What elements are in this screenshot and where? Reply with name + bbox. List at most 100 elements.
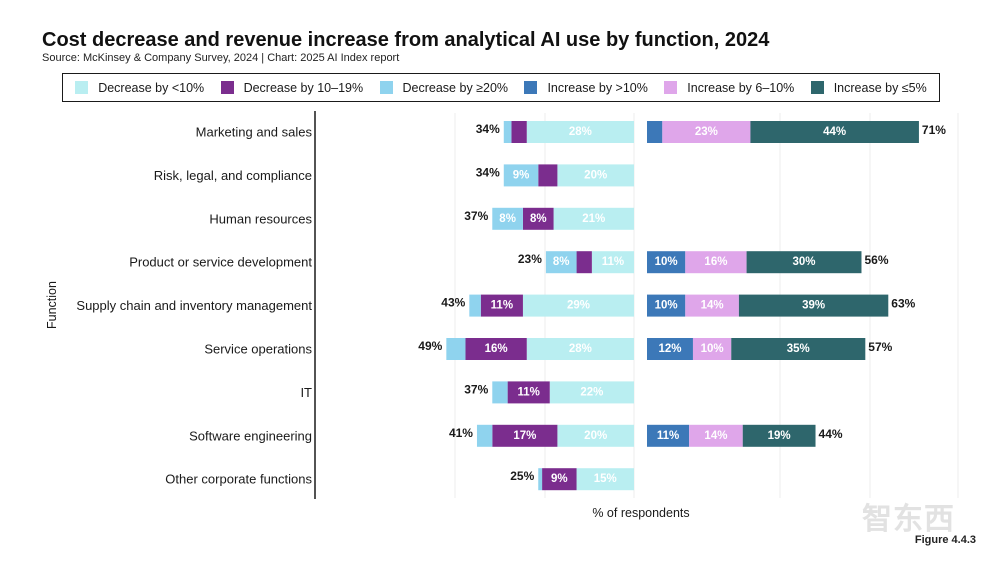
chart-title: Cost decrease and revenue increase from … bbox=[42, 29, 770, 51]
increase-bar-segment bbox=[647, 251, 686, 274]
legend-swatch bbox=[379, 81, 393, 94]
legend-item-decrease-10-19: Decrease by 10–19% bbox=[220, 80, 364, 95]
decrease-bar-segment bbox=[557, 164, 634, 187]
category-label: Other corporate functions bbox=[165, 472, 312, 487]
decrease-total-label: 34% bbox=[476, 122, 500, 136]
decrease-total-label: 41% bbox=[449, 426, 473, 440]
decrease-bar-segment bbox=[469, 294, 481, 317]
decrease-segment-label: 8% bbox=[553, 256, 570, 268]
decrease-segment-label: 11% bbox=[491, 300, 513, 312]
chart-source: Source: McKinsey & Company Survey, 2024 … bbox=[42, 52, 400, 64]
category-label: Human resources bbox=[209, 211, 312, 226]
decrease-segment-label: 15% bbox=[594, 473, 617, 485]
legend-label: Increase by ≤5% bbox=[833, 80, 927, 95]
category-label: Marketing and sales bbox=[196, 125, 313, 140]
increase-bar-segment bbox=[750, 121, 919, 143]
increase-bar-segment bbox=[647, 338, 693, 360]
decrease-total-label: 25% bbox=[510, 469, 534, 483]
decrease-bar-segment bbox=[553, 207, 634, 230]
decrease-segment-label: 16% bbox=[485, 343, 508, 355]
increase-bar-segment bbox=[647, 294, 686, 317]
decrease-segment-label: 29% bbox=[567, 300, 590, 312]
increase-segment-label: 35% bbox=[787, 343, 810, 355]
decrease-segment-label: 22% bbox=[580, 386, 603, 398]
decrease-total-label: 34% bbox=[476, 165, 500, 179]
legend-label: Decrease by ≥20% bbox=[402, 80, 509, 95]
decrease-bar-segment bbox=[465, 338, 527, 360]
decrease-bar-segment bbox=[538, 164, 558, 187]
category-label: Software engineering bbox=[189, 428, 312, 443]
decrease-bar-segment bbox=[576, 251, 592, 274]
decrease-segment-label: 9% bbox=[551, 473, 568, 485]
decrease-total-label: 37% bbox=[464, 382, 488, 396]
decrease-bar-segment bbox=[507, 381, 550, 404]
decrease-total-label: 49% bbox=[418, 339, 442, 353]
decrease-segment-label: 28% bbox=[569, 126, 592, 138]
decrease-segment-label: 8% bbox=[499, 213, 516, 225]
decrease-bar-segment bbox=[526, 338, 634, 360]
legend-swatch bbox=[664, 81, 678, 94]
increase-segment-label: 30% bbox=[793, 256, 816, 268]
decrease-bar-segment bbox=[526, 121, 634, 143]
increase-bar-segment bbox=[647, 424, 690, 447]
increase-segment-label: 44% bbox=[823, 126, 846, 138]
increase-segment-label: 11% bbox=[657, 430, 679, 442]
decrease-segment-label: 9% bbox=[513, 169, 530, 181]
decrease-bar-segment bbox=[503, 164, 539, 187]
category-label: Product or service development bbox=[129, 255, 312, 270]
decrease-bar-segment bbox=[522, 207, 554, 230]
decrease-bar-segment bbox=[492, 207, 523, 230]
legend-label: Decrease by 10–19% bbox=[243, 80, 364, 95]
increase-segment-label: 10% bbox=[655, 300, 678, 312]
legend-swatch bbox=[810, 81, 824, 94]
decrease-total-label: 23% bbox=[518, 252, 542, 266]
x-axis-label: % of respondents bbox=[592, 506, 689, 520]
increase-segment-label: 12% bbox=[658, 343, 681, 355]
decrease-bar-segment bbox=[545, 251, 577, 274]
decrease-segment-label: 11% bbox=[517, 386, 539, 398]
decrease-bar-segment bbox=[492, 381, 508, 404]
decrease-segment-label: 20% bbox=[584, 169, 607, 181]
legend-item-increase-le5: Increase by ≤5% bbox=[810, 80, 927, 95]
increase-total-label: 44% bbox=[819, 427, 843, 441]
increase-segment-label: 16% bbox=[704, 256, 727, 268]
decrease-segment-label: 11% bbox=[602, 256, 624, 268]
increase-segment-label: 14% bbox=[704, 430, 727, 442]
decrease-segment-label: 8% bbox=[530, 213, 547, 225]
y-axis-label: Function bbox=[45, 281, 59, 329]
decrease-bar-segment bbox=[492, 424, 558, 447]
category-label: Risk, legal, and compliance bbox=[154, 168, 312, 183]
figure-label: Figure 4.4.3 bbox=[914, 534, 976, 546]
increase-segment-label: 14% bbox=[701, 300, 724, 312]
increase-segment-label: 10% bbox=[655, 256, 678, 268]
decrease-bar-segment bbox=[503, 121, 512, 143]
decrease-bar-segment bbox=[538, 468, 543, 491]
legend-item-increase-6-10: Increase by 6–10% bbox=[664, 81, 794, 95]
decrease-total-label: 37% bbox=[464, 209, 488, 223]
decrease-bar-segment bbox=[476, 424, 493, 447]
decrease-segment-label: 20% bbox=[584, 430, 607, 442]
decrease-bar-segment bbox=[522, 294, 634, 317]
increase-segment-label: 39% bbox=[802, 300, 825, 312]
increase-bar-segment bbox=[746, 251, 862, 274]
decrease-bar-segment bbox=[511, 121, 527, 143]
decrease-segment-label: 17% bbox=[513, 430, 536, 442]
legend-item-decrease-lt10: Decrease by <10% bbox=[75, 81, 204, 95]
increase-segment-label: 19% bbox=[768, 430, 791, 442]
category-label: Service operations bbox=[204, 342, 312, 357]
increase-bar-segment bbox=[742, 424, 816, 447]
increase-total-label: 57% bbox=[868, 340, 892, 354]
decrease-segment-label: 28% bbox=[569, 343, 592, 355]
legend-label: Decrease by <10% bbox=[98, 80, 205, 95]
legend-swatch bbox=[75, 81, 89, 94]
increase-bar-segment bbox=[689, 424, 743, 447]
decrease-bar-segment bbox=[591, 251, 634, 274]
increase-bar-segment bbox=[647, 121, 663, 143]
legend-item-increase-gt10: Increase by >10% bbox=[524, 81, 648, 95]
category-label: IT bbox=[300, 385, 312, 400]
category-label: Supply chain and inventory management bbox=[76, 298, 312, 313]
chart-legend: Decrease by <10% Decrease by 10–19% Decr… bbox=[62, 73, 940, 102]
increase-total-label: 63% bbox=[891, 297, 915, 311]
increase-bar-segment bbox=[731, 338, 866, 360]
